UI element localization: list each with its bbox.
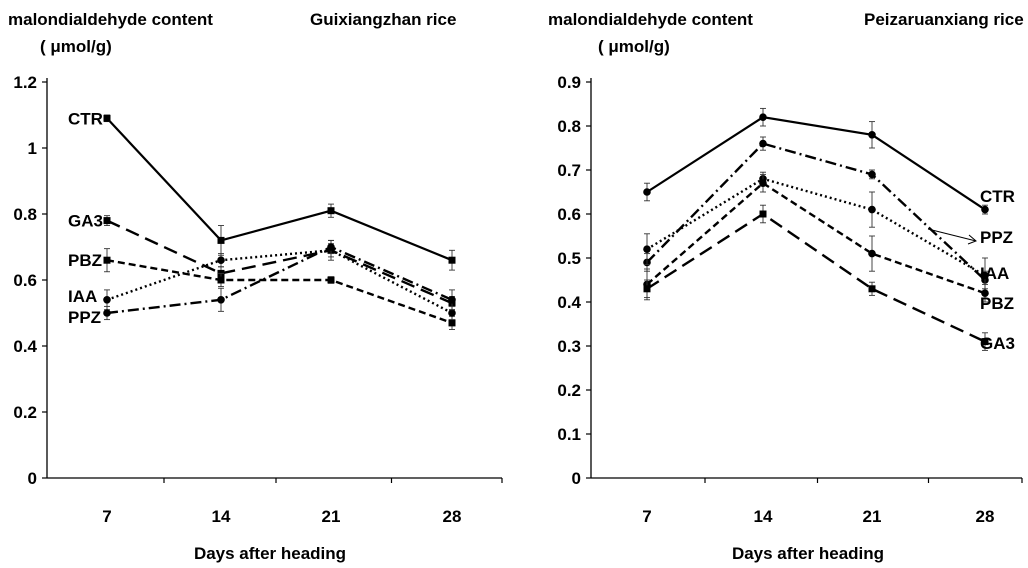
- series-label: PPZ: [980, 228, 1013, 247]
- chart-title: Guixiangzhan rice: [310, 10, 456, 29]
- series-ga3: [643, 204, 989, 351]
- data-point: [643, 245, 651, 253]
- data-point: [448, 309, 456, 317]
- x-tick-label: 21: [322, 507, 341, 526]
- series-line: [106, 245, 453, 315]
- data-point: [759, 139, 767, 148]
- data-point: [868, 170, 876, 179]
- x-tick-label: 21: [863, 507, 882, 526]
- data-point: [643, 285, 651, 293]
- ppz-pointer-arrow: [927, 228, 977, 245]
- data-point: [103, 296, 111, 304]
- data-point: [103, 309, 111, 317]
- data-point: [981, 338, 989, 346]
- data-point: [103, 217, 111, 225]
- series-label: GA3: [980, 334, 1015, 353]
- series-ga3: [103, 215, 456, 311]
- series-label: PBZ: [68, 251, 102, 270]
- y-tick-label: 0: [572, 469, 581, 488]
- y-axis-label-line1: malondialdehyde content: [8, 10, 213, 29]
- series-line: [646, 116, 986, 211]
- chart-title: Peizaruanxiang rice: [864, 10, 1024, 29]
- series-line: [646, 142, 986, 281]
- data-point: [759, 113, 767, 121]
- data-point: [327, 243, 335, 251]
- data-point: [981, 271, 989, 280]
- series-line: [106, 117, 453, 262]
- data-point: [103, 114, 111, 122]
- y-axis-label-line1: malondialdehyde content: [548, 10, 753, 29]
- arrow-head: [967, 234, 977, 245]
- y-tick-label: 1.2: [13, 73, 37, 92]
- y-tick-label: 0.2: [557, 381, 581, 400]
- x-axis-label: Days after heading: [194, 544, 346, 563]
- series-line: [646, 181, 986, 295]
- series-label: PPZ: [68, 308, 101, 327]
- x-tick-label: 28: [443, 507, 462, 526]
- x-axis-label: Days after heading: [732, 544, 884, 563]
- y-tick-label: 0.4: [13, 337, 37, 356]
- y-axis-label-line2: ( μmol/g): [40, 37, 112, 56]
- series-iaa: [643, 171, 989, 294]
- series-label: GA3: [68, 212, 103, 231]
- series-pbz: [103, 248, 456, 330]
- y-tick-label: 0.3: [557, 337, 581, 356]
- chart-peizaruanxiang: malondialdehyde content ( μmol/g) Peizar…: [548, 10, 1024, 563]
- x-tick-label: 28: [976, 507, 995, 526]
- y-tick-label: 0.8: [557, 117, 581, 136]
- data-point: [217, 236, 225, 244]
- series-line: [106, 259, 453, 325]
- y-tick-label: 0.5: [557, 249, 581, 268]
- series-label: PBZ: [980, 294, 1014, 313]
- data-point: [448, 319, 456, 327]
- series-line: [646, 212, 986, 343]
- series-label: CTR: [980, 187, 1015, 206]
- y-tick-label: 0.2: [13, 403, 37, 422]
- series-ctr: [103, 114, 456, 271]
- x-tick-label: 14: [754, 507, 773, 526]
- data-point: [868, 285, 876, 293]
- y-tick-label: 0.4: [557, 293, 581, 312]
- chart-guixiangzhan: malondialdehyde content ( μmol/g) Guixia…: [8, 10, 503, 563]
- data-point: [643, 188, 651, 196]
- y-tick-label: 1: [28, 139, 37, 158]
- series-label: IAA: [980, 264, 1009, 283]
- data-point: [217, 296, 225, 304]
- series-label: IAA: [68, 287, 97, 306]
- y-axis-label-line2: ( μmol/g): [598, 37, 670, 56]
- y-tick-label: 0.7: [557, 161, 581, 180]
- data-point: [327, 276, 335, 284]
- series-ctr: [643, 107, 989, 215]
- data-point: [103, 256, 111, 264]
- data-point: [868, 249, 876, 258]
- y-tick-label: 0.9: [557, 73, 581, 92]
- series-label: CTR: [68, 109, 103, 128]
- series-line: [106, 249, 453, 315]
- data-point: [448, 256, 456, 264]
- data-point: [448, 296, 456, 304]
- data-point: [868, 131, 876, 139]
- data-point: [759, 179, 767, 187]
- series-ppz: [103, 239, 456, 321]
- y-tick-label: 0.8: [13, 205, 37, 224]
- data-point: [981, 205, 989, 214]
- x-tick-label: 14: [212, 507, 231, 526]
- series-line: [646, 177, 986, 277]
- y-tick-label: 0.1: [557, 425, 581, 444]
- data-point: [217, 256, 225, 265]
- x-tick-label: 7: [102, 507, 111, 526]
- y-tick-label: 0.6: [13, 271, 37, 290]
- series-line: [106, 219, 453, 305]
- arrow-line: [927, 228, 977, 242]
- data-point: [868, 205, 876, 214]
- data-point: [217, 276, 225, 284]
- x-tick-label: 7: [642, 507, 651, 526]
- data-point: [759, 210, 767, 218]
- data-point: [981, 289, 989, 298]
- data-point: [327, 207, 335, 215]
- y-tick-label: 0: [28, 469, 37, 488]
- y-tick-label: 0.6: [557, 205, 581, 224]
